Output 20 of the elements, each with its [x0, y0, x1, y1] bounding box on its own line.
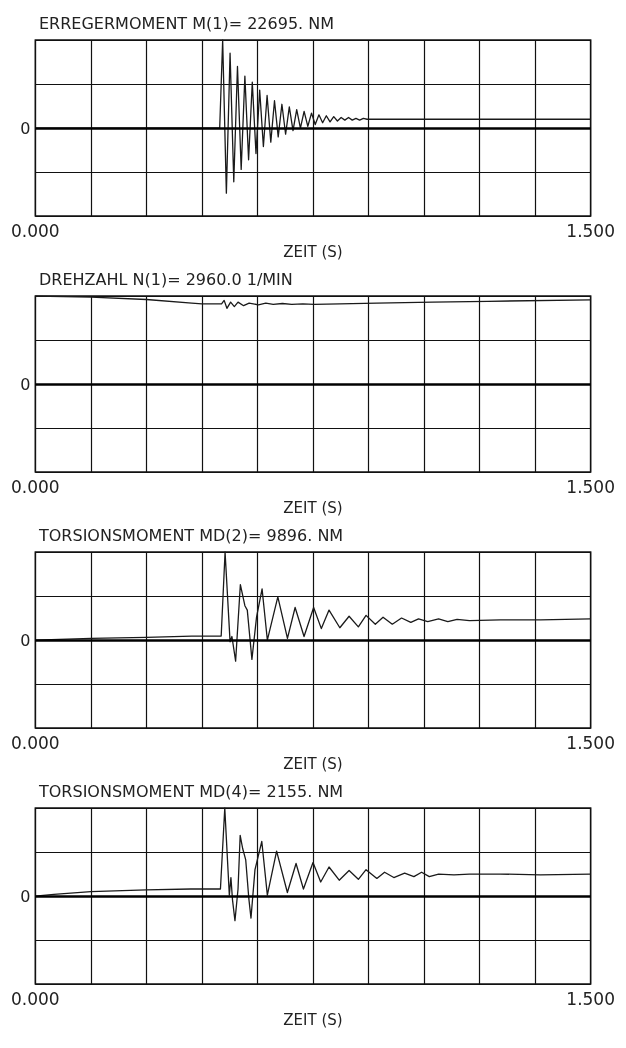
ref-line-label: 0 [20, 374, 31, 394]
chart-title: DREHZAHL N(1)= 2960.0 1/MIN [39, 269, 293, 289]
x-tick-label: 0.000 [11, 220, 60, 241]
x-axis-title: ZEIT (S) [283, 242, 343, 261]
ref-line-label: 0 [20, 630, 31, 650]
chart-title: ERREGERMOMENT M(1)= 22695. NM [39, 13, 335, 33]
x-axis-title: ZEIT (S) [283, 1010, 343, 1029]
x-tick-label: 1.500 [566, 988, 615, 1009]
chart-title: TORSIONSMOMENT MD(2)= 9896. NM [38, 525, 344, 545]
x-tick-label: 1.500 [566, 732, 615, 753]
chart-title: TORSIONSMOMENT MD(4)= 2155. NM [38, 781, 344, 801]
x-tick-label: 1.500 [566, 476, 615, 497]
x-tick-label: 1.500 [566, 220, 615, 241]
x-axis-title: ZEIT (S) [283, 498, 343, 517]
x-tick-label: 0.000 [11, 988, 60, 1009]
ref-line-label: 0 [20, 118, 31, 138]
x-tick-label: 0.000 [11, 476, 60, 497]
ref-line-label: 0 [20, 886, 31, 906]
x-axis-title: ZEIT (S) [283, 754, 343, 773]
x-tick-label: 0.000 [11, 732, 60, 753]
